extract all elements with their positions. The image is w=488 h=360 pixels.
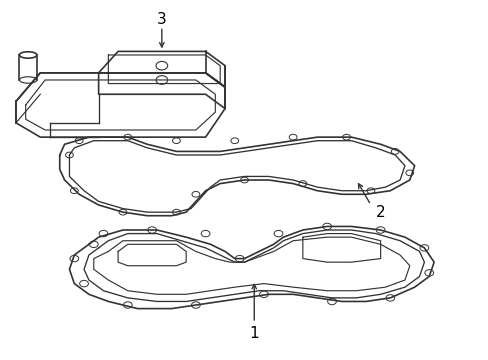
Text: 3: 3	[157, 12, 166, 27]
Text: 1: 1	[249, 326, 259, 341]
Text: 2: 2	[375, 204, 385, 220]
